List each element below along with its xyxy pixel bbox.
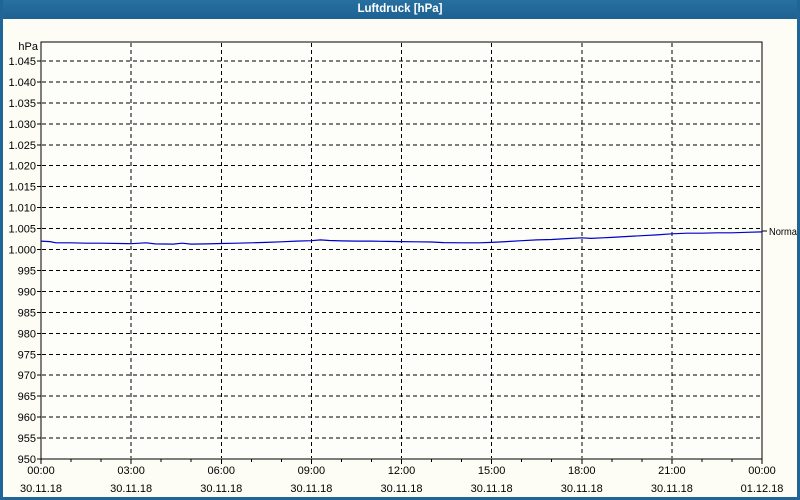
svg-text:955: 955 xyxy=(18,433,36,445)
x-tick-date: 30.11.18 xyxy=(380,483,422,495)
svg-text:1.030: 1.030 xyxy=(8,119,36,131)
x-tick-time: 03:00 xyxy=(117,465,145,477)
svg-text:980: 980 xyxy=(18,328,36,340)
title-bar[interactable]: Luftdruck [hPa] xyxy=(3,0,797,19)
svg-text:1.005: 1.005 xyxy=(8,224,36,236)
svg-text:985: 985 xyxy=(18,307,36,319)
svg-text:1.020: 1.020 xyxy=(8,161,36,173)
x-tick-date: 30.11.18 xyxy=(471,483,513,495)
x-tick-date: 30.11.18 xyxy=(200,483,242,495)
y-axis-unit-label: hPa xyxy=(18,41,38,53)
axis-labels: 1.045 1.040 1.035 1.030 1.025 1.020 1.015 1.010… xyxy=(8,56,783,495)
svg-text:1.045: 1.045 xyxy=(8,56,36,68)
chart-area: 1.045 1.040 1.035 1.030 1.025 1.020 1.015 1.010… xyxy=(3,19,797,497)
x-tick-time: 00:00 xyxy=(27,465,55,477)
x-tick-date: 30.11.18 xyxy=(651,483,693,495)
svg-text:990: 990 xyxy=(18,286,36,298)
x-tick-time: 15:00 xyxy=(478,465,506,477)
axis-ticks xyxy=(37,60,763,464)
x-tick-time: 09:00 xyxy=(298,465,326,477)
x-tick-date: 30.11.18 xyxy=(561,483,603,495)
pressure-line xyxy=(40,231,763,245)
window-title: Luftdruck [hPa] xyxy=(357,3,443,15)
svg-text:960: 960 xyxy=(18,412,36,424)
x-tick-time: 06:00 xyxy=(207,465,235,477)
svg-text:965: 965 xyxy=(18,391,36,403)
x-tick-date: 01.12.18 xyxy=(741,483,784,495)
svg-text:1.040: 1.040 xyxy=(8,77,36,89)
x-tick-time: 00:00 xyxy=(748,465,776,477)
gridlines xyxy=(42,43,761,458)
svg-text:970: 970 xyxy=(18,370,36,382)
svg-text:1.000: 1.000 xyxy=(8,245,36,257)
x-tick-date: 30.11.18 xyxy=(110,483,152,495)
svg-text:1.010: 1.010 xyxy=(8,203,36,215)
x-tick-date: 30.11.18 xyxy=(290,483,332,495)
normal-label: Normal xyxy=(769,226,797,238)
x-tick-time: 21:00 xyxy=(658,465,686,477)
pressure-chart: 1.045 1.040 1.035 1.030 1.025 1.020 1.015 1.010… xyxy=(8,41,797,495)
svg-text:1.025: 1.025 xyxy=(8,140,36,152)
x-tick-time: 18:00 xyxy=(568,465,596,477)
svg-text:950: 950 xyxy=(18,454,36,466)
x-tick-date: 30.11.18 xyxy=(20,483,62,495)
x-tick-time: 12:00 xyxy=(388,465,416,477)
svg-text:995: 995 xyxy=(18,265,36,277)
svg-text:1.015: 1.015 xyxy=(8,182,36,194)
svg-text:1.035: 1.035 xyxy=(8,98,36,110)
svg-text:975: 975 xyxy=(18,349,36,361)
